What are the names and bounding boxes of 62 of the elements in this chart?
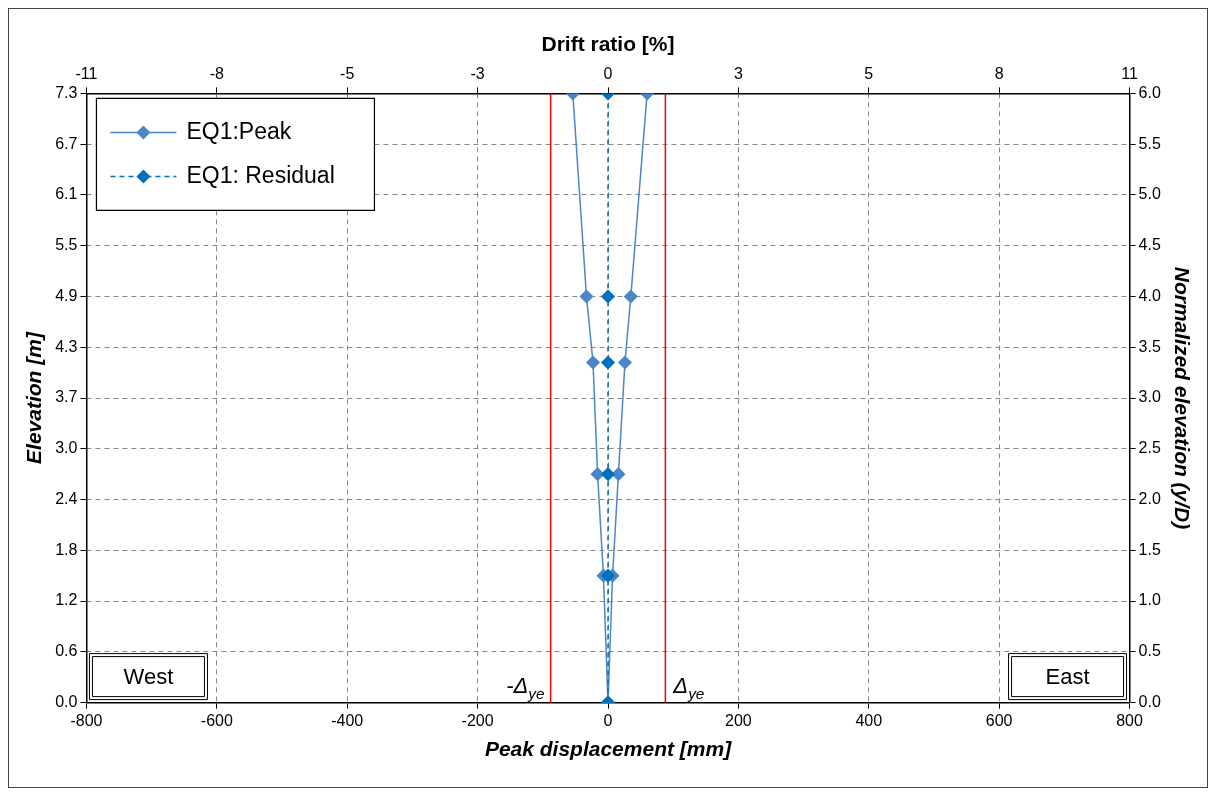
x2-tick-label: 11 <box>1121 65 1138 83</box>
y2-tick-label: 5.0 <box>1138 185 1161 203</box>
y-tick-label: 3.7 <box>55 388 78 406</box>
y-tick-label: 0.0 <box>55 693 78 711</box>
x2-tick-label: -8 <box>209 65 225 83</box>
y-tick-label: 4.3 <box>55 337 78 355</box>
x-tick-label: -200 <box>461 711 494 729</box>
x-tick-label: 200 <box>725 711 752 729</box>
x2-axis-title: Drift ratio [%] <box>541 32 675 56</box>
y2-tick-label: 3.0 <box>1138 388 1161 406</box>
y-tick-label: 5.5 <box>55 236 78 254</box>
y-tick-label: 0.6 <box>55 642 78 660</box>
annotation: East <box>1045 663 1090 689</box>
point <box>590 467 605 481</box>
point <box>624 289 638 304</box>
x2-tick-label: 0 <box>603 65 613 83</box>
point <box>601 467 615 481</box>
y2-tick-label: 0.5 <box>1138 642 1161 660</box>
point <box>611 467 626 481</box>
y-tick-label: 4.9 <box>55 286 78 304</box>
x2-tick-label: -3 <box>470 65 485 83</box>
x-tick-label: 800 <box>1116 711 1143 729</box>
point <box>586 355 600 370</box>
x-tick-label: -800 <box>70 711 103 729</box>
x-tick-label: 400 <box>855 711 883 729</box>
y-axis-title: Elevation [m] <box>22 331 46 464</box>
x-tick-label: -400 <box>331 711 364 729</box>
point <box>579 289 594 304</box>
y-tick-label: 2.4 <box>55 489 78 507</box>
y-tick-label: 6.1 <box>55 185 78 203</box>
y-tick-label: 3.0 <box>55 439 78 457</box>
y2-tick-label: 1.0 <box>1138 591 1161 609</box>
point <box>601 355 615 370</box>
point <box>601 289 615 304</box>
x-tick-label: 0 <box>603 711 613 729</box>
legend-label: EQ1:Peak <box>186 117 292 144</box>
annotation: West <box>123 663 174 689</box>
y2-tick-label: 2.5 <box>1138 439 1161 457</box>
y2-tick-label: 4.0 <box>1138 286 1161 304</box>
y2-tick-label: 3.5 <box>1138 337 1161 355</box>
y2-tick-label: 2.0 <box>1138 489 1161 507</box>
y2-tick-label: 1.5 <box>1138 540 1161 558</box>
y-tick-label: 1.2 <box>55 591 78 609</box>
x2-tick-label: -5 <box>340 65 355 83</box>
y2-tick-label: 4.5 <box>1138 236 1161 254</box>
y-tick-label: 6.7 <box>55 134 78 152</box>
x2-tick-label: 3 <box>733 65 743 83</box>
legend-label: EQ1: Residual <box>186 161 335 188</box>
x-tick-label: 600 <box>985 711 1013 729</box>
x2-tick-label: 5 <box>864 65 874 83</box>
x-tick-label: -600 <box>200 711 233 729</box>
x2-tick-label: 8 <box>994 65 1004 83</box>
point <box>601 568 615 583</box>
x2-tick-label: -11 <box>75 65 98 83</box>
x-axis-title: Peak displacement [mm] <box>484 737 733 761</box>
y2-tick-label: 0.0 <box>1138 693 1161 711</box>
y2-axis-title: Normalized elevation (y/D) <box>1170 266 1194 530</box>
y-tick-label: 1.8 <box>55 540 78 558</box>
point <box>618 355 632 370</box>
y2-tick-label: 6.0 <box>1138 83 1161 101</box>
y-tick-label: 7.3 <box>55 83 78 101</box>
y2-tick-label: 5.5 <box>1138 134 1161 152</box>
